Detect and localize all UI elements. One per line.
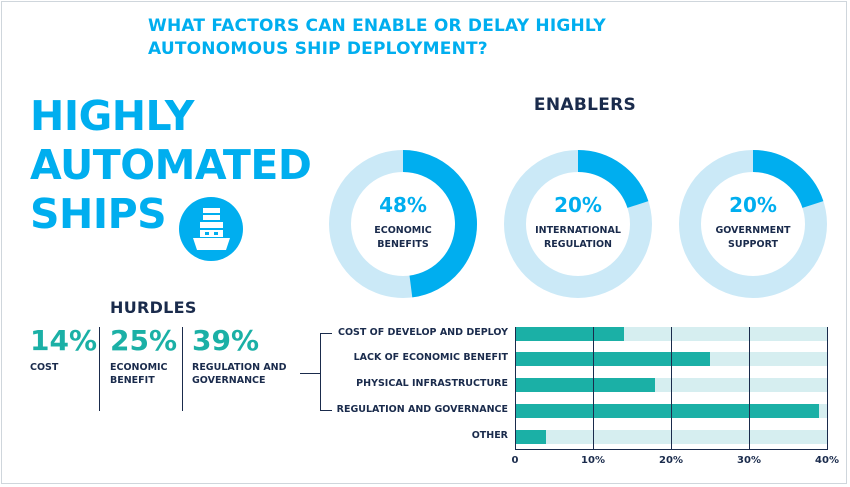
bar-category-label: PHYSICAL INFRASTRUCTURE bbox=[356, 378, 508, 389]
question-title: WHAT FACTORS CAN ENABLE OR DELAY HIGHLY … bbox=[148, 16, 606, 59]
bar-category-label: OTHER bbox=[471, 430, 508, 441]
bracket-connector bbox=[320, 410, 332, 411]
donut-label-line: BENEFITS bbox=[377, 239, 429, 250]
enabler-donut: 20% INTERNATIONAL REGULATION bbox=[503, 149, 653, 299]
gridline bbox=[671, 327, 672, 449]
gridline bbox=[593, 327, 594, 449]
hurdle-label-line: BENEFIT bbox=[110, 375, 155, 386]
hurdle-label-line: REGULATION AND bbox=[192, 362, 287, 373]
bar bbox=[515, 404, 820, 418]
x-tick-label: 30% bbox=[737, 455, 761, 466]
donut-percent: 48% bbox=[379, 193, 427, 217]
main-title: HIGHLY AUTOMATED SHIPS bbox=[30, 92, 312, 239]
donut-label-line: REGULATION bbox=[543, 239, 613, 250]
donut-label-line: GOVERNMENT bbox=[715, 225, 791, 236]
bar bbox=[515, 327, 625, 341]
x-tick-label: 0 bbox=[511, 455, 519, 466]
bracket-connector bbox=[300, 373, 320, 374]
hurdle-divider bbox=[99, 327, 100, 411]
donut-percent: 20% bbox=[729, 193, 777, 217]
donut-segment bbox=[577, 150, 649, 209]
donut-label: ECONOMIC BENEFITS bbox=[348, 224, 458, 252]
donut-label: INTERNATIONAL REGULATION bbox=[523, 224, 633, 252]
enabler-donut: 48% ECONOMIC BENEFITS bbox=[328, 149, 478, 299]
main-title-line: HIGHLY bbox=[30, 92, 194, 140]
gridline bbox=[749, 327, 750, 449]
hurdle-label: REGULATION AND GOVERNANCE bbox=[192, 361, 287, 387]
hurdle-label-line: GOVERNANCE bbox=[192, 375, 266, 386]
hurdle-label-line: ECONOMIC bbox=[110, 362, 168, 373]
bar bbox=[515, 430, 547, 444]
gridline bbox=[827, 327, 828, 449]
hurdles-title: HURDLES bbox=[110, 298, 197, 317]
enablers-title: ENABLERS bbox=[533, 95, 637, 115]
hurdle-percent: 14% bbox=[30, 324, 98, 357]
main-title-line: SHIPS bbox=[30, 190, 167, 238]
gridline bbox=[515, 327, 516, 449]
bracket-connector bbox=[320, 333, 321, 411]
bar bbox=[515, 352, 710, 366]
enabler-donut: 20% GOVERNMENT SUPPORT bbox=[678, 149, 828, 299]
donut-label: GOVERNMENT SUPPORT bbox=[698, 224, 808, 252]
bar-category-label: COST OF DEVELOP AND DEPLOY bbox=[338, 327, 508, 338]
hurdle-stat: 39% REGULATION AND GOVERNANCE bbox=[192, 325, 287, 387]
bar-category-label: LACK OF ECONOMIC BENEFIT bbox=[353, 352, 508, 363]
hurdle-label: COST bbox=[30, 361, 97, 374]
x-tick-label: 40% bbox=[815, 455, 839, 466]
ship-icon bbox=[179, 197, 243, 261]
donut-percent: 20% bbox=[554, 193, 602, 217]
x-axis bbox=[515, 449, 828, 450]
donut-label-line: INTERNATIONAL bbox=[535, 225, 621, 236]
bracket-connector bbox=[320, 333, 332, 334]
hurdle-percent: 25% bbox=[110, 324, 178, 357]
hurdle-label-line: COST bbox=[30, 362, 59, 373]
hurdle-divider bbox=[182, 327, 183, 411]
bar-category-label: REGULATION AND GOVERNANCE bbox=[336, 404, 508, 415]
donut-segment bbox=[402, 150, 477, 298]
donut-label-line: ECONOMIC bbox=[374, 225, 432, 236]
bar bbox=[515, 378, 656, 392]
x-tick-label: 20% bbox=[659, 455, 683, 466]
x-tick-label: 10% bbox=[581, 455, 605, 466]
hurdle-percent: 39% bbox=[192, 324, 260, 357]
hurdle-stat: 14% COST bbox=[30, 325, 97, 374]
donut-label-line: SUPPORT bbox=[728, 239, 778, 250]
hurdle-stat: 25% ECONOMIC BENEFIT bbox=[110, 325, 177, 387]
main-title-line: AUTOMATED bbox=[30, 141, 312, 189]
donut-segment bbox=[752, 150, 824, 209]
hurdle-label: ECONOMIC BENEFIT bbox=[110, 361, 177, 387]
